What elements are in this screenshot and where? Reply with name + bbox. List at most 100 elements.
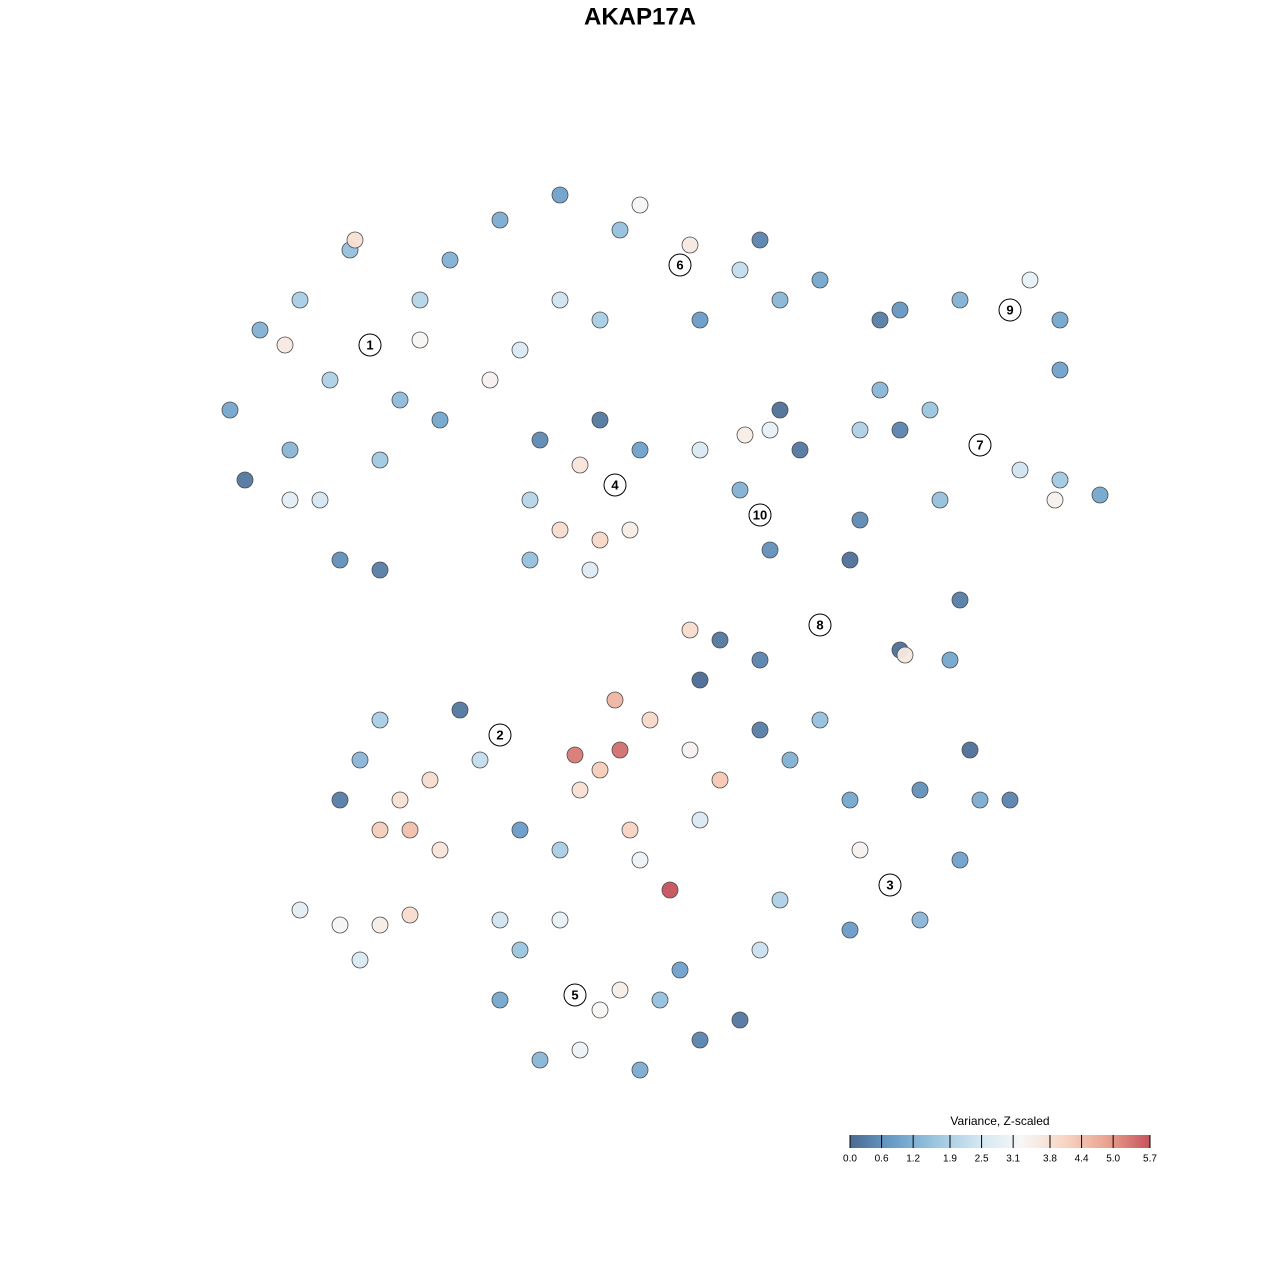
- cluster-label: 8: [808, 613, 832, 637]
- point: [691, 311, 709, 329]
- point: [731, 481, 749, 499]
- point: [621, 821, 639, 839]
- point: [911, 911, 929, 929]
- point: [581, 561, 599, 579]
- point: [391, 391, 409, 409]
- colorbar-tick-label: 5.7: [1143, 1154, 1157, 1165]
- point: [371, 561, 389, 579]
- cluster-label-text: 6: [676, 257, 683, 272]
- point: [711, 631, 729, 649]
- colorbar-tick-label: 1.2: [906, 1154, 920, 1165]
- point: [931, 491, 949, 509]
- point: [736, 426, 754, 444]
- point: [591, 411, 609, 429]
- point: [401, 821, 419, 839]
- point: [761, 541, 779, 559]
- point: [431, 841, 449, 859]
- point: [951, 591, 969, 609]
- point: [346, 231, 364, 249]
- point: [371, 916, 389, 934]
- point: [731, 1011, 749, 1029]
- point: [691, 811, 709, 829]
- point: [851, 841, 869, 859]
- point: [841, 921, 859, 939]
- point: [491, 211, 509, 229]
- point: [671, 961, 689, 979]
- cluster-label-text: 3: [886, 877, 893, 892]
- point: [761, 421, 779, 439]
- point: [951, 291, 969, 309]
- point: [291, 291, 309, 309]
- point: [411, 331, 429, 349]
- point: [711, 771, 729, 789]
- point: [411, 291, 429, 309]
- point: [631, 441, 649, 459]
- point: [731, 261, 749, 279]
- cluster-label: 7: [968, 433, 992, 457]
- cluster-label-text: 1: [366, 337, 373, 352]
- point: [521, 551, 539, 569]
- point: [591, 531, 609, 549]
- colorbar: [850, 1135, 1150, 1148]
- cluster-label: 4: [603, 473, 627, 497]
- point: [511, 821, 529, 839]
- cluster-label: 6: [668, 253, 692, 277]
- point: [1051, 311, 1069, 329]
- point: [311, 491, 329, 509]
- point: [551, 291, 569, 309]
- point: [331, 916, 349, 934]
- point: [331, 791, 349, 809]
- point: [491, 991, 509, 1009]
- cluster-label-text: 10: [753, 507, 767, 522]
- point: [321, 371, 339, 389]
- chart-title: AKAP17A: [584, 3, 696, 30]
- point: [771, 891, 789, 909]
- colorbar-tick-label: 5.0: [1106, 1154, 1120, 1165]
- point: [611, 741, 629, 759]
- point: [681, 621, 699, 639]
- colorbar-tick-label: 3.1: [1006, 1154, 1020, 1165]
- point: [371, 821, 389, 839]
- cluster-label: 10: [748, 503, 772, 527]
- colorbar-tick-label: 0.0: [843, 1154, 857, 1165]
- point: [276, 336, 294, 354]
- point: [431, 411, 449, 429]
- point: [531, 431, 549, 449]
- point: [771, 401, 789, 419]
- point: [1051, 361, 1069, 379]
- point: [911, 781, 929, 799]
- point: [571, 781, 589, 799]
- point: [961, 741, 979, 759]
- point: [591, 1001, 609, 1019]
- point: [661, 881, 679, 899]
- point: [851, 511, 869, 529]
- point: [451, 701, 469, 719]
- point: [631, 196, 649, 214]
- colorbar-tick-label: 0.6: [875, 1154, 889, 1165]
- point: [941, 651, 959, 669]
- point: [811, 711, 829, 729]
- colorbar-title: Variance, Z-scaled: [950, 1114, 1049, 1128]
- point: [1046, 491, 1064, 509]
- point: [571, 456, 589, 474]
- point: [391, 791, 409, 809]
- point: [1051, 471, 1069, 489]
- point: [371, 451, 389, 469]
- point: [521, 491, 539, 509]
- point: [531, 1051, 549, 1069]
- point: [631, 851, 649, 869]
- point: [551, 841, 569, 859]
- point: [971, 791, 989, 809]
- cluster-label: 1: [358, 333, 382, 357]
- point: [441, 251, 459, 269]
- point: [401, 906, 419, 924]
- point: [551, 186, 569, 204]
- point: [891, 301, 909, 319]
- point: [681, 236, 699, 254]
- point: [751, 941, 769, 959]
- cluster-label-text: 8: [816, 617, 823, 632]
- point: [1001, 791, 1019, 809]
- point: [371, 711, 389, 729]
- point: [571, 1041, 589, 1059]
